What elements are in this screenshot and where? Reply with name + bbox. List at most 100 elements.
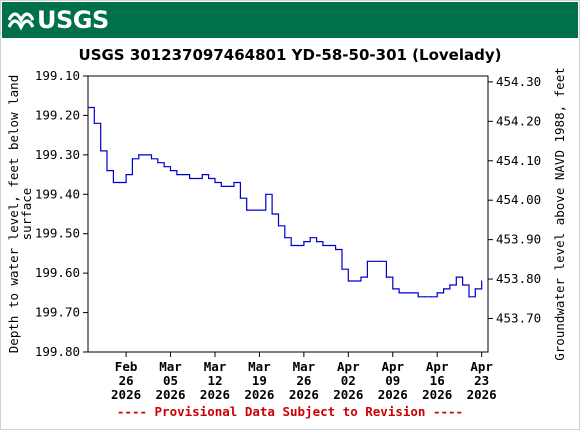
data-point: [201, 174, 203, 176]
x-tick-label-month: Apr: [337, 359, 360, 374]
data-point: [468, 296, 470, 298]
data-point: [449, 284, 451, 286]
x-tick-label-day: 23: [474, 373, 489, 388]
data-point: [322, 244, 324, 247]
x-tick-label-year: 2026: [289, 387, 319, 402]
data-point: [373, 260, 375, 262]
x-tick-label-month: Apr: [470, 359, 493, 374]
y-tick-label: 199.20: [35, 107, 80, 122]
data-point: [125, 174, 127, 176]
data-point: [112, 181, 114, 184]
usgs-logo: USGS: [8, 6, 109, 34]
x-tick-label-year: 2026: [333, 387, 363, 402]
x-tick-label-year: 2026: [378, 387, 408, 402]
data-point: [258, 209, 260, 211]
data-point: [436, 292, 438, 294]
data-point: [119, 181, 121, 184]
data-point: [93, 122, 95, 124]
x-tick-label-month: Mar: [204, 359, 227, 374]
y-tick-label: 199.10: [35, 68, 80, 83]
y-tick-label: 199.70: [35, 305, 80, 320]
data-point: [404, 292, 407, 294]
data-point: [220, 185, 222, 187]
data-point: [474, 288, 476, 290]
x-tick-label-month: Feb: [115, 359, 138, 374]
data-point: [296, 244, 299, 247]
data-point: [138, 154, 140, 156]
data-point: [303, 241, 305, 243]
data-point: [100, 150, 102, 152]
data-point: [366, 260, 368, 262]
x-tick-label-month: Mar: [159, 359, 182, 374]
x-tick-label-day: 16: [430, 373, 445, 388]
data-point: [214, 181, 216, 184]
data-point: [182, 174, 184, 176]
y-tick-label: 199.30: [35, 147, 80, 162]
y2-axis-label: Groundwater level above NAVD 1988, feet: [552, 67, 567, 361]
data-point: [392, 288, 394, 290]
data-point: [189, 177, 191, 180]
data-point: [176, 174, 178, 176]
data-point: [462, 284, 464, 286]
data-point: [347, 280, 349, 282]
x-tick-label-year: 2026: [422, 387, 452, 402]
x-tick-label-year: 2026: [200, 387, 230, 402]
data-point: [335, 248, 337, 251]
data-point: [398, 292, 400, 294]
y-tick-label: 199.50: [35, 226, 80, 241]
x-axis: Feb262026Mar052026Mar122026Mar192026Mar2…: [111, 352, 497, 402]
x-tick-label-year: 2026: [155, 387, 185, 402]
data-point: [131, 158, 133, 160]
data-point: [239, 197, 241, 199]
x-tick-label-day: 05: [163, 373, 178, 388]
usgs-logo-icon: [8, 12, 34, 31]
data-point: [87, 106, 89, 109]
data-point: [316, 241, 318, 243]
y-axis-left: 199.10 199.20 199.30 199.40 199.50 199.60 199.…: [35, 68, 88, 359]
usgs-logo-text: USGS: [37, 6, 109, 34]
y2-tick-label: 454.20: [496, 113, 541, 128]
x-tick-label-month: Mar: [293, 359, 316, 374]
x-tick-label-year: 2026: [111, 387, 141, 402]
data-point: [328, 244, 330, 247]
y2-tick-label: 454.30: [496, 74, 541, 89]
x-tick-label-month: Apr: [381, 359, 404, 374]
data-point: [265, 193, 267, 195]
provisional-annotation: ---- Provisional Data Subject to Revisio…: [117, 404, 463, 419]
y2-tick-label: 454.10: [496, 153, 541, 168]
data-point: [227, 185, 229, 187]
data-point: [455, 276, 457, 278]
x-tick-label-year: 2026: [244, 387, 274, 402]
data-point: [106, 170, 108, 172]
data-point: [277, 225, 280, 227]
x-tick-label-month: Mar: [248, 359, 271, 374]
y-axis-label-line-2: surface: [19, 188, 34, 241]
x-tick-label-day: 19: [252, 373, 267, 388]
data-point: [481, 280, 483, 282]
y2-tick-label: 453.70: [496, 310, 541, 325]
data-point: [354, 280, 356, 282]
data-point: [417, 296, 419, 298]
data-point: [252, 209, 254, 211]
data-point: [150, 158, 153, 160]
y-axis-label-line-1: Depth to water level, feet below land: [6, 75, 21, 353]
data-point: [208, 177, 210, 180]
y-tick-label: 199.80: [35, 344, 80, 359]
data-point: [246, 209, 248, 211]
x-tick-label-day: 26: [119, 373, 134, 388]
data-point: [379, 260, 381, 262]
x-tick-label-day: 02: [341, 373, 356, 388]
data-point: [411, 292, 413, 294]
data-point: [385, 276, 387, 278]
y2-tick-label: 453.80: [496, 271, 541, 286]
data-point: [233, 181, 235, 184]
data-point: [163, 166, 165, 168]
y2-tick-label: 454.00: [496, 192, 541, 207]
data-point: [284, 237, 286, 239]
data-point: [169, 170, 172, 172]
y-tick-label: 199.60: [35, 265, 80, 280]
data-point: [341, 268, 343, 270]
x-tick-label-year: 2026: [467, 387, 497, 402]
